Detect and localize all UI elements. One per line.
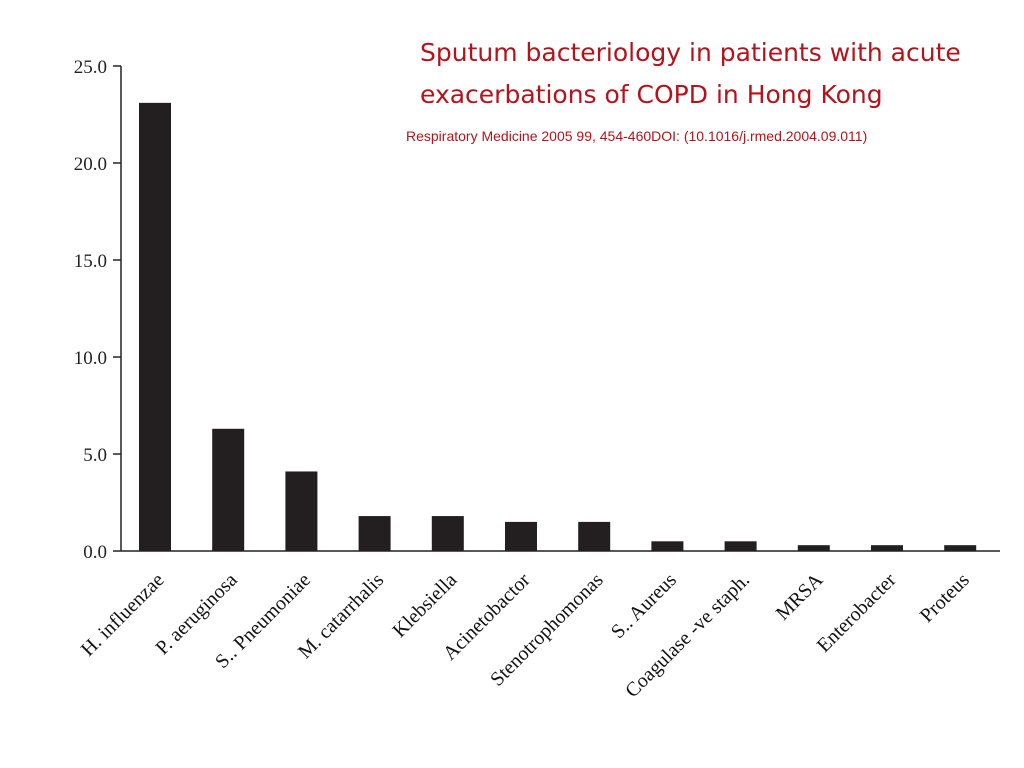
y-tick-label: 20.0 [74, 154, 107, 175]
bar [358, 516, 391, 551]
y-axis: 0.0 5.0 10.0 15.0 20.0 25.0 [74, 57, 122, 563]
bar [944, 545, 977, 551]
y-tick-label: 5.0 [83, 445, 107, 466]
chart-title-line-2: exacerbations of COPD in Hong Kong [420, 80, 883, 109]
y-tick-label: 15.0 [74, 251, 107, 272]
category-label: Coagulase -ve staph. [621, 569, 754, 702]
category-label: Enterobacter [813, 569, 901, 657]
bar [651, 541, 684, 551]
category-label: S.. Aureus [607, 569, 681, 643]
bar [212, 428, 245, 551]
chart-title-line-1: Sputum bacteriology in patients with acu… [420, 38, 961, 67]
bar [871, 545, 903, 551]
y-tick-label: 0.0 [83, 542, 107, 563]
bar [139, 102, 171, 552]
category-label: Proteus [916, 569, 974, 627]
bar [797, 545, 830, 551]
y-tick-label: 25.0 [74, 57, 107, 78]
citation-text: Respiratory Medicine 2005 99, 454-460DOI… [406, 128, 868, 144]
bar [724, 541, 757, 551]
y-tick-label: 10.0 [74, 348, 107, 369]
bars [139, 102, 977, 552]
bar [431, 516, 464, 551]
bar [285, 471, 318, 551]
category-label: Klebsiella [388, 569, 461, 642]
bar [505, 521, 537, 551]
category-label: MRSA [772, 569, 828, 625]
bar [578, 521, 611, 551]
